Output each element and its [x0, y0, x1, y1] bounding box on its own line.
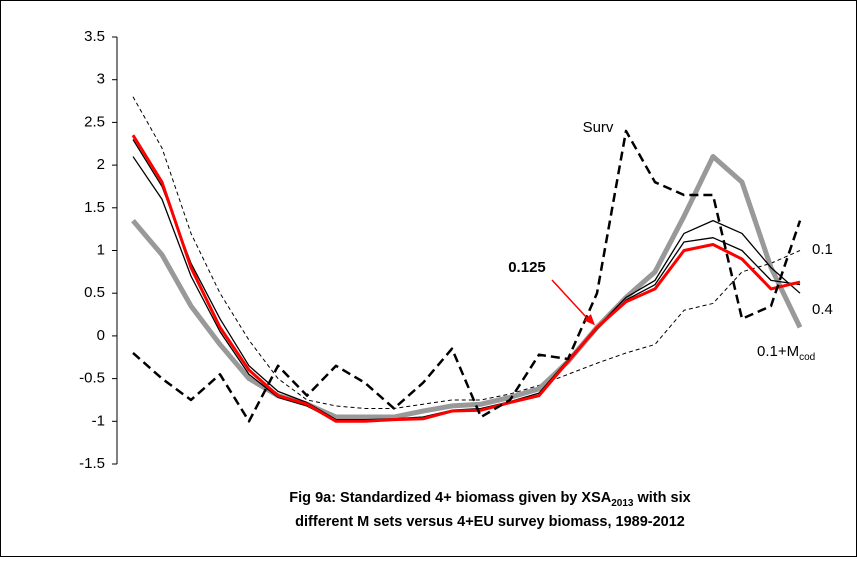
annotation: 0.1+Mcod: [757, 343, 815, 363]
annotation-text: 0.1: [812, 241, 833, 258]
annotation: 0.125: [508, 259, 546, 276]
y-tick-label: 3.5: [84, 28, 105, 45]
chart-title: different M sets versus 4+EU survey biom…: [295, 514, 685, 530]
series-line: [132, 96, 801, 409]
title-part: with six: [633, 490, 690, 506]
annotation-text: 0.125: [508, 259, 546, 276]
annotation-text: 0.1+M: [757, 343, 799, 360]
y-tick-label: 0.5: [84, 284, 105, 301]
y-tick-label: 2: [97, 156, 105, 173]
annotation-text: Surv: [583, 119, 614, 136]
series-line: [131, 134, 801, 423]
annotation-sub: cod: [799, 352, 815, 363]
y-tick-label: -0.5: [79, 370, 105, 387]
title-sub: 2013: [611, 498, 634, 509]
series-line: [131, 154, 803, 420]
series-line: [132, 129, 802, 423]
arrow: [551, 279, 592, 323]
y-tick-label: 1: [97, 241, 105, 258]
y-tick-label: 1.5: [84, 199, 105, 216]
y-tick-label: 3: [97, 71, 105, 88]
annotation: 0.1: [812, 241, 833, 258]
annotation: 0.4: [812, 301, 833, 318]
y-tick-label: 2.5: [84, 113, 105, 130]
y-tick-label: -1.5: [79, 455, 105, 472]
y-tick-label: -1: [92, 412, 105, 429]
annotation-text: 0.4: [812, 301, 833, 318]
y-tick-label: 0: [97, 327, 105, 344]
annotation: Surv: [583, 119, 614, 136]
title-part: Fig 9a: Standardized 4+ biomass given by…: [289, 490, 611, 506]
chart-title: Fig 9a: Standardized 4+ biomass given by…: [289, 490, 690, 509]
arrow-head: [584, 314, 595, 326]
